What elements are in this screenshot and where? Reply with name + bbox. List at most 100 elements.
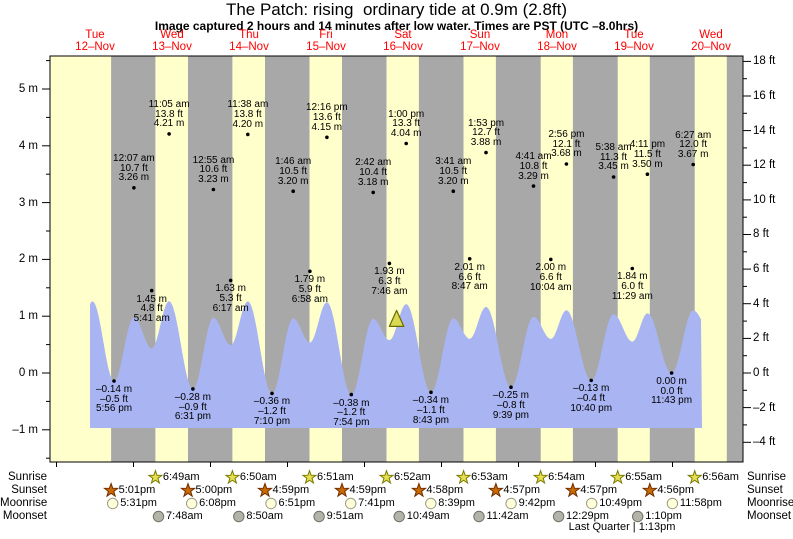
tide-point-dot bbox=[246, 132, 250, 137]
sunrise-star-icon bbox=[455, 469, 472, 485]
sunset-time-label: 4:59pm bbox=[349, 484, 387, 496]
moonset-circle-icon bbox=[632, 510, 644, 523]
sunrise-time-label: 6:49am bbox=[162, 471, 200, 483]
moonset-circle-icon bbox=[473, 510, 485, 523]
tide-annotation-low: –0.36 m –1.2 ft 7:10 pm bbox=[253, 396, 291, 427]
tide-annotation-low: 1.45 m 4.8 ft 5:41 am bbox=[133, 293, 170, 325]
sunrise-star-icon bbox=[686, 469, 703, 485]
moonset-time-label: 8:50am bbox=[246, 510, 284, 522]
sunrise-time-label: 6:56am bbox=[702, 471, 739, 483]
night-band bbox=[726, 56, 743, 462]
axis-tick-label-ft: 12 ft bbox=[753, 159, 776, 172]
tide-annotation-low: 2.00 m 6.6 ft 10:04 am bbox=[529, 262, 572, 293]
sunrise-time-label: 6:53am bbox=[471, 471, 508, 483]
tide-annotation-low: –0.38 m –1.2 ft 7:54 pm bbox=[333, 397, 370, 428]
tide-annotation-high: 1:46 am 10.5 ft 3.20 m bbox=[275, 156, 312, 187]
tide-annotation-low: –0.13 m –0.4 ft 10:40 pm bbox=[570, 383, 613, 414]
tide-curve bbox=[90, 301, 702, 428]
astro-row-label-sunrise: Sunrise bbox=[747, 471, 786, 483]
moonrise-time-label: 10:49pm bbox=[599, 497, 643, 509]
moonset-circle-icon bbox=[233, 510, 245, 523]
tide-annotation-high: 12:07 am 10.7 ft 3.26 m bbox=[113, 152, 155, 184]
tide-annotation-high: 1:53 pm 12.7 ft 3.88 m bbox=[467, 117, 505, 149]
tide-point-dot bbox=[630, 266, 635, 271]
day-label: Wed 13–Nov bbox=[152, 29, 192, 53]
axis-tick-label-m: –1 m bbox=[12, 423, 38, 436]
tide-point-dot bbox=[404, 141, 409, 146]
page-title: The Patch: rising ordinary tide at 0.9m … bbox=[225, 0, 568, 19]
tide-point-dot bbox=[509, 385, 513, 390]
tide-annotation-low: 1.93 m 6.3 ft 7:46 am bbox=[371, 266, 408, 297]
tide-point-dot bbox=[429, 390, 433, 395]
axis-tick-label-ft: 2 ft bbox=[753, 332, 769, 345]
tide-point-dot bbox=[325, 135, 329, 140]
moonset-time-label: 11:42am bbox=[486, 510, 529, 522]
sunrise-star-icon bbox=[378, 469, 395, 485]
sunset-time-label: 4:59pm bbox=[272, 484, 310, 496]
axis-tick-label-m: 3 m bbox=[18, 196, 38, 209]
sunrise-time-label: 6:50am bbox=[239, 471, 277, 483]
moonset-time-label: 12:29pm bbox=[566, 510, 609, 522]
day-label: Tue 19–Nov bbox=[614, 29, 654, 53]
current-tide-marker-icon bbox=[388, 309, 405, 327]
tide-point-dot bbox=[149, 288, 154, 293]
astro-row-label-moonset: Moonset bbox=[747, 510, 792, 522]
moonrise-circle-icon bbox=[505, 497, 517, 510]
axis-tick-label-ft: 4 ft bbox=[753, 297, 769, 310]
astro-row-label-sunset: Sunset bbox=[747, 484, 783, 496]
tide-annotation-high: 6:27 am 12.0 ft 3.67 m bbox=[675, 129, 712, 160]
sunset-time-label: 5:01pm bbox=[118, 484, 156, 496]
tide-point-dot bbox=[669, 371, 674, 375]
sunrise-star-icon bbox=[301, 469, 318, 485]
tide-annotation-low: 1.63 m 5.3 ft 6:17 am bbox=[212, 283, 249, 314]
tide-annotation-low: –0.34 m –1.1 ft 8:43 pm bbox=[412, 395, 450, 426]
axis-tick-label-m: 5 m bbox=[18, 83, 38, 95]
moonset-circle-icon bbox=[313, 510, 325, 523]
moon-phase-footnote: Last Quarter | 1:13pm bbox=[568, 521, 676, 533]
tide-annotation-low: 2.01 m 6.6 ft 8:47 am bbox=[451, 261, 488, 293]
tide-point-dot bbox=[484, 150, 488, 155]
sunset-time-label: 4:57pm bbox=[503, 484, 541, 496]
axis-tick-label-ft: –4 ft bbox=[753, 436, 776, 449]
tide-annotation-high: 11:05 am 13.8 ft 4.21 m bbox=[148, 98, 190, 130]
tide-point-dot bbox=[451, 189, 456, 193]
sunrise-time-label: 6:51am bbox=[316, 471, 354, 483]
sunrise-star-icon bbox=[224, 469, 241, 485]
moonrise-circle-icon bbox=[265, 497, 277, 510]
tide-point-dot bbox=[191, 387, 195, 391]
moonset-time-label: 9:51am bbox=[326, 510, 364, 522]
astro-row-label-moonrise: Moonrise bbox=[747, 497, 793, 509]
tide-annotation-low: –0.25 m –0.8 ft 9:39 pm bbox=[492, 390, 530, 421]
moonrise-time-label: 5:31pm bbox=[120, 497, 157, 509]
tide-annotation-high: 4:11 pm 11.5 ft 3.50 m bbox=[629, 139, 666, 170]
tide-annotation-high: 11:38 am 13.8 ft 4.20 m bbox=[227, 99, 269, 130]
axis-tick-label-m: 1 m bbox=[18, 310, 38, 323]
sunrise-time-label: 6:54am bbox=[548, 471, 585, 483]
tide-point-dot bbox=[645, 172, 650, 176]
tide-annotation-high: 2:56 pm 12.1 ft 3.68 m bbox=[548, 128, 585, 160]
axis-tick-label-m: 0 m bbox=[18, 367, 38, 379]
sunset-star-icon bbox=[333, 481, 350, 498]
tide-point-dot bbox=[270, 391, 274, 396]
tide-point-dot bbox=[564, 162, 569, 166]
moonset-circle-icon bbox=[393, 510, 405, 523]
moonrise-circle-icon bbox=[345, 497, 357, 510]
tide-point-dot bbox=[112, 379, 116, 383]
sunset-star-icon bbox=[641, 481, 658, 498]
axis-tick-label-m: 2 m bbox=[18, 253, 38, 266]
tide-annotation-low: –0.28 m –0.9 ft 6:31 pm bbox=[174, 391, 211, 423]
moonrise-circle-icon bbox=[425, 497, 437, 510]
moonset-circle-icon bbox=[552, 510, 565, 523]
tide-point-dot bbox=[467, 257, 472, 261]
axis-tick-label-ft: 8 ft bbox=[753, 228, 769, 241]
axis-tick-label-ft: 16 ft bbox=[753, 89, 776, 102]
day-label: Sun 17–Nov bbox=[460, 29, 500, 53]
axis-tick-label-m: 4 m bbox=[18, 139, 38, 152]
day-label: Wed 20–Nov bbox=[691, 29, 731, 53]
tide-annotation-high: 1:00 pm 13.3 ft 4.04 m bbox=[388, 108, 425, 139]
tide-point-dot bbox=[589, 378, 593, 383]
moonrise-circle-icon bbox=[186, 497, 198, 510]
sunset-star-icon bbox=[102, 481, 120, 498]
chart-subtitle: Image captured 2 hours and 14 minutes af… bbox=[154, 19, 639, 33]
